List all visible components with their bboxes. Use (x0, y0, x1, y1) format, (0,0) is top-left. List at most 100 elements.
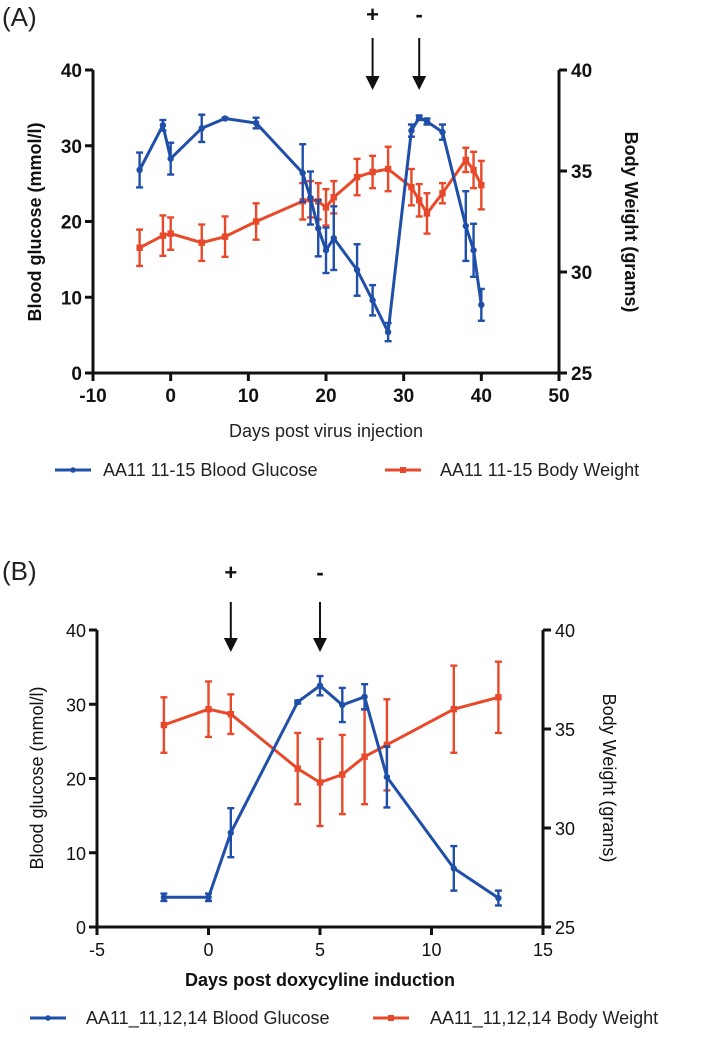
x-tick-label: 10 (238, 386, 259, 407)
legend-marker (400, 467, 406, 473)
data-point (227, 829, 234, 836)
right-y-tick-label: 40 (571, 61, 592, 82)
right-y-tick-label: 30 (571, 263, 592, 284)
data-point (478, 301, 485, 309)
data-point (384, 328, 392, 336)
legend-item-body-weight: AA11_11,12,14 Body Weight (373, 1008, 658, 1029)
data-point (495, 694, 502, 701)
data-point (439, 190, 446, 197)
plot-area-b (160, 660, 502, 907)
right-y-tick-label: 35 (555, 720, 575, 740)
arrow-down-icon (365, 76, 380, 90)
right-y-tick-label: 35 (571, 162, 593, 183)
data-point (450, 865, 457, 872)
legend-label: AA11 11-15 Body Weight (440, 460, 639, 480)
legend-label: AA11_11,12,14 Blood Glucose (86, 1008, 330, 1029)
data-point (450, 706, 457, 713)
legend-marker (388, 1015, 394, 1021)
x-axis-label-b: Days post doxycyline induction (185, 970, 455, 990)
legend-item-blood-glucose: AA11_11,12,14 Blood Glucose (30, 1008, 330, 1029)
treatment-sign: + (224, 560, 237, 585)
legend-marker (45, 1015, 51, 1021)
data-point (252, 119, 260, 127)
data-point (198, 125, 205, 132)
panel-a: (A) Blood glucose (mmol/l) Body Weight (… (2, 2, 641, 480)
data-point (322, 204, 330, 211)
legend-item-body-weight: AA11 11-15 Body Weight (385, 460, 639, 480)
right-y-tick-label: 25 (571, 364, 593, 385)
left-y-tick-label: 0 (76, 918, 86, 938)
left-y-tick-label: 0 (71, 364, 82, 385)
series-line (163, 684, 500, 900)
data-point (416, 114, 423, 121)
data-point (416, 197, 423, 204)
data-point (470, 166, 477, 174)
left-y-tick-label: 10 (66, 844, 86, 864)
data-point (315, 225, 322, 232)
data-point (299, 169, 306, 177)
legend-b: AA11_11,12,14 Blood Glucose AA11_11,12,14… (30, 1008, 658, 1029)
right-y-tick-label: 30 (555, 819, 575, 839)
legend-label: AA11 11-15 Blood Glucose (103, 460, 317, 480)
x-tick-label: 10 (421, 940, 441, 960)
legend-label: AA11_11,12,14 Body Weight (430, 1008, 658, 1029)
series-body-weight (136, 145, 485, 268)
treatment-sign: + (366, 2, 379, 27)
x-tick-label: 20 (315, 386, 336, 407)
right-axis-label-b: Body Weight (grams) (599, 694, 619, 863)
series-blood-glucose (160, 674, 502, 907)
series-body-weight (160, 660, 502, 828)
left-y-tick-label: 40 (66, 621, 86, 641)
data-point (462, 156, 469, 164)
data-point (478, 181, 485, 189)
data-point (307, 194, 314, 202)
data-point (369, 297, 376, 304)
x-axis-label-a: Days post virus injection (229, 421, 423, 441)
series-blood-glucose (136, 113, 485, 343)
left-axis-label-b: Blood glucose (mmol/l) (27, 686, 47, 869)
data-point (462, 222, 469, 230)
treatment-sign: - (316, 560, 323, 585)
data-point (383, 741, 391, 749)
data-point (221, 233, 229, 240)
data-point (205, 894, 212, 901)
data-point (167, 155, 174, 162)
x-tick-label: -5 (89, 940, 105, 960)
data-point (439, 128, 446, 136)
data-point (316, 779, 324, 786)
panel-b: (B) Blood glucose (mmol/l) Body Weight (… (2, 556, 658, 1029)
arrow-down-icon (412, 76, 427, 90)
data-point (339, 701, 346, 709)
data-point (330, 194, 337, 201)
legend-marker (70, 467, 76, 473)
data-point (252, 218, 260, 225)
data-point (353, 173, 361, 181)
treatment-sign: - (416, 2, 423, 27)
x-tick-label: 15 (533, 940, 553, 960)
left-y-tick-label: 40 (61, 61, 82, 82)
data-point (167, 230, 174, 237)
data-point (198, 239, 205, 246)
x-tick-label: 40 (471, 386, 492, 407)
panel-label-a: (A) (2, 2, 37, 32)
data-point (361, 693, 368, 701)
data-point (470, 247, 477, 254)
data-point (294, 765, 301, 772)
left-y-tick-label: 20 (61, 213, 82, 234)
data-point (160, 894, 168, 901)
data-point (159, 122, 167, 129)
right-y-tick-label: 25 (555, 918, 575, 938)
left-y-tick-label: 30 (61, 137, 82, 158)
plot-area-a (136, 113, 485, 343)
left-y-tick-label: 10 (61, 288, 82, 309)
annotations-a: + - (365, 2, 427, 90)
data-point (205, 706, 212, 713)
data-point (322, 247, 330, 254)
data-point (294, 698, 301, 706)
data-point (384, 165, 392, 173)
data-point (316, 682, 324, 689)
data-point (408, 183, 415, 191)
left-y-tick-label: 20 (66, 770, 86, 790)
panel-label-b: (B) (2, 556, 37, 586)
data-point (408, 127, 415, 134)
